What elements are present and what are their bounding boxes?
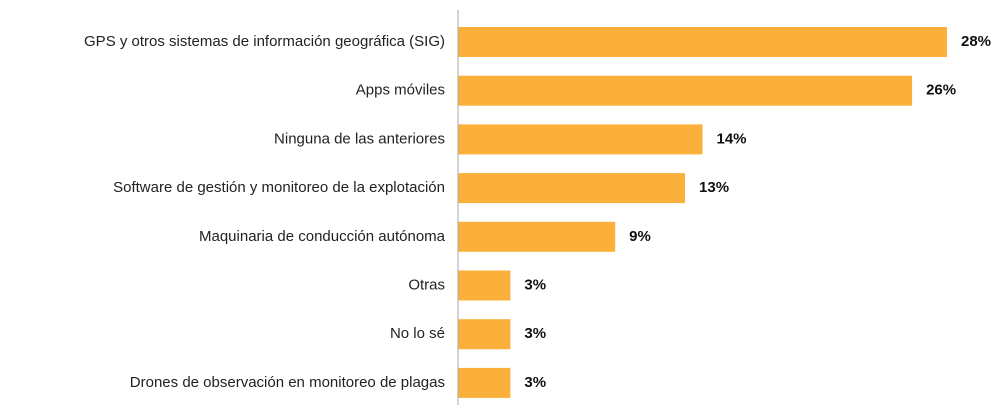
bar (458, 319, 511, 350)
bar (458, 27, 947, 57)
bar (458, 367, 511, 398)
value-label: 28% (961, 33, 991, 50)
bar (458, 75, 913, 106)
value-label: 14% (717, 130, 747, 147)
category-label: GPS y otros sistemas de información geog… (84, 33, 445, 50)
category-label: Software de gestión y monitoreo de la ex… (113, 179, 445, 196)
value-label: 9% (629, 228, 651, 245)
value-label: 13% (699, 179, 729, 196)
bar (458, 221, 616, 252)
category-label: Drones de observación en monitoreo de pl… (130, 374, 445, 391)
value-label: 3% (524, 374, 546, 391)
bar (458, 173, 686, 204)
bar (458, 124, 703, 155)
category-label: No lo sé (390, 325, 445, 342)
bar (458, 270, 511, 301)
category-label: Otras (408, 276, 445, 293)
value-label: 3% (524, 276, 546, 293)
category-label: Ninguna de las anteriores (274, 130, 445, 147)
value-label: 3% (524, 325, 546, 342)
value-label: 26% (926, 82, 956, 99)
category-label: Maquinaria de conducción autónoma (199, 228, 446, 245)
category-label: Apps móviles (356, 82, 445, 99)
